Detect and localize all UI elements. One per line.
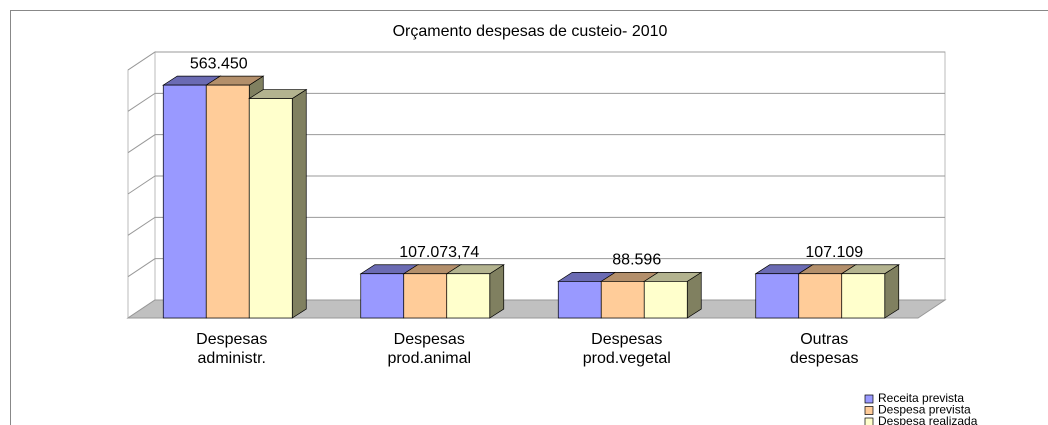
bar-front: [643, 281, 688, 319]
grid-line: [127, 92, 945, 112]
legend-label: Despesa realizada: [878, 414, 978, 425]
bar-front: [600, 281, 645, 319]
legend-label: Despesa prevista: [878, 403, 971, 417]
x-tick-label: prod.animal: [387, 350, 471, 367]
x-tick-label: despesas: [790, 350, 859, 367]
grid-line: [127, 134, 945, 154]
bar-front: [205, 84, 250, 319]
grid-line: [127, 51, 945, 71]
bar-front: [360, 273, 405, 319]
data-label: 563.450: [190, 55, 248, 72]
x-tick-label: administr.: [198, 350, 266, 367]
bar-side: [291, 88, 307, 319]
bar: [643, 271, 703, 319]
grid-line: [127, 216, 945, 236]
chart-border: [10, 10, 1048, 425]
bar: [248, 88, 308, 319]
bar-front: [248, 98, 293, 319]
data-label: 88.596: [612, 252, 661, 269]
bar: [445, 264, 505, 319]
data-label: 107.109: [805, 244, 863, 261]
legend-label: Receita prevista: [878, 391, 964, 405]
bar-front: [841, 273, 886, 319]
x-tick-label: Despesas: [394, 331, 465, 348]
x-tick-label: Despesas: [591, 331, 662, 348]
bar-front: [557, 281, 602, 319]
legend-swatch: [864, 394, 874, 404]
chart-title: Orçamento despesas de custeio- 2010: [393, 23, 668, 40]
data-label: 107.073,74: [399, 244, 479, 261]
x-tick-label: Outras: [800, 331, 848, 348]
bar-front: [446, 273, 491, 319]
legend-swatch: [864, 417, 874, 425]
x-tick-label: prod.vegetal: [583, 350, 671, 367]
bar: [840, 264, 900, 319]
bar-front: [755, 273, 800, 319]
bar-front: [798, 273, 843, 319]
grid-line: [127, 175, 945, 195]
grid-line: [127, 258, 945, 278]
bar-front: [162, 84, 207, 319]
legend-swatch: [864, 406, 874, 415]
x-tick-label: Despesas: [196, 331, 267, 348]
bar-front: [403, 273, 448, 319]
